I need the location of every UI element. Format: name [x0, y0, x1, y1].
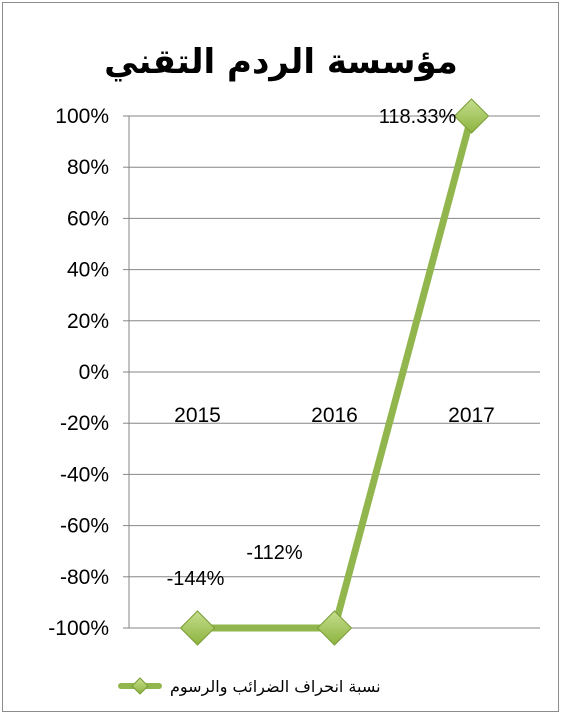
- y-tick-label: 80%: [67, 156, 109, 179]
- data-label: -144%: [167, 568, 225, 590]
- legend-marker-icon: [131, 677, 149, 695]
- legend: نسبة انحراف الضرائب والرسوم: [118, 677, 381, 697]
- data-point-marker: [453, 98, 490, 134]
- data-label: -112%: [246, 542, 303, 564]
- y-tick-label: 0%: [79, 361, 109, 384]
- y-tick-label: -40%: [60, 463, 109, 486]
- y-tick-label: 60%: [67, 207, 109, 230]
- y-tick-label: 20%: [67, 310, 109, 333]
- legend-label: نسبة انحراف الضرائب والرسوم: [170, 677, 381, 697]
- data-point-marker: [179, 610, 216, 646]
- x-category-label: 2015: [174, 404, 221, 427]
- line-chart: مؤسسة الردم التقني 100% 80% 60% 40% 20% 0% -20…: [48, 42, 540, 697]
- y-tick-label: -20%: [60, 412, 109, 435]
- y-tick-label: 40%: [67, 259, 109, 282]
- data-label: 118.33%: [379, 106, 457, 128]
- y-tick-label: -60%: [60, 515, 109, 538]
- data-point-marker: [316, 610, 353, 646]
- x-category-label: 2016: [311, 404, 358, 427]
- x-category-label: 2017: [448, 404, 495, 427]
- y-tick-label: -80%: [60, 566, 109, 589]
- y-tick-label: 100%: [55, 105, 109, 128]
- chart-title: مؤسسة الردم التقني: [104, 42, 458, 82]
- y-tick-label: -100%: [48, 617, 109, 640]
